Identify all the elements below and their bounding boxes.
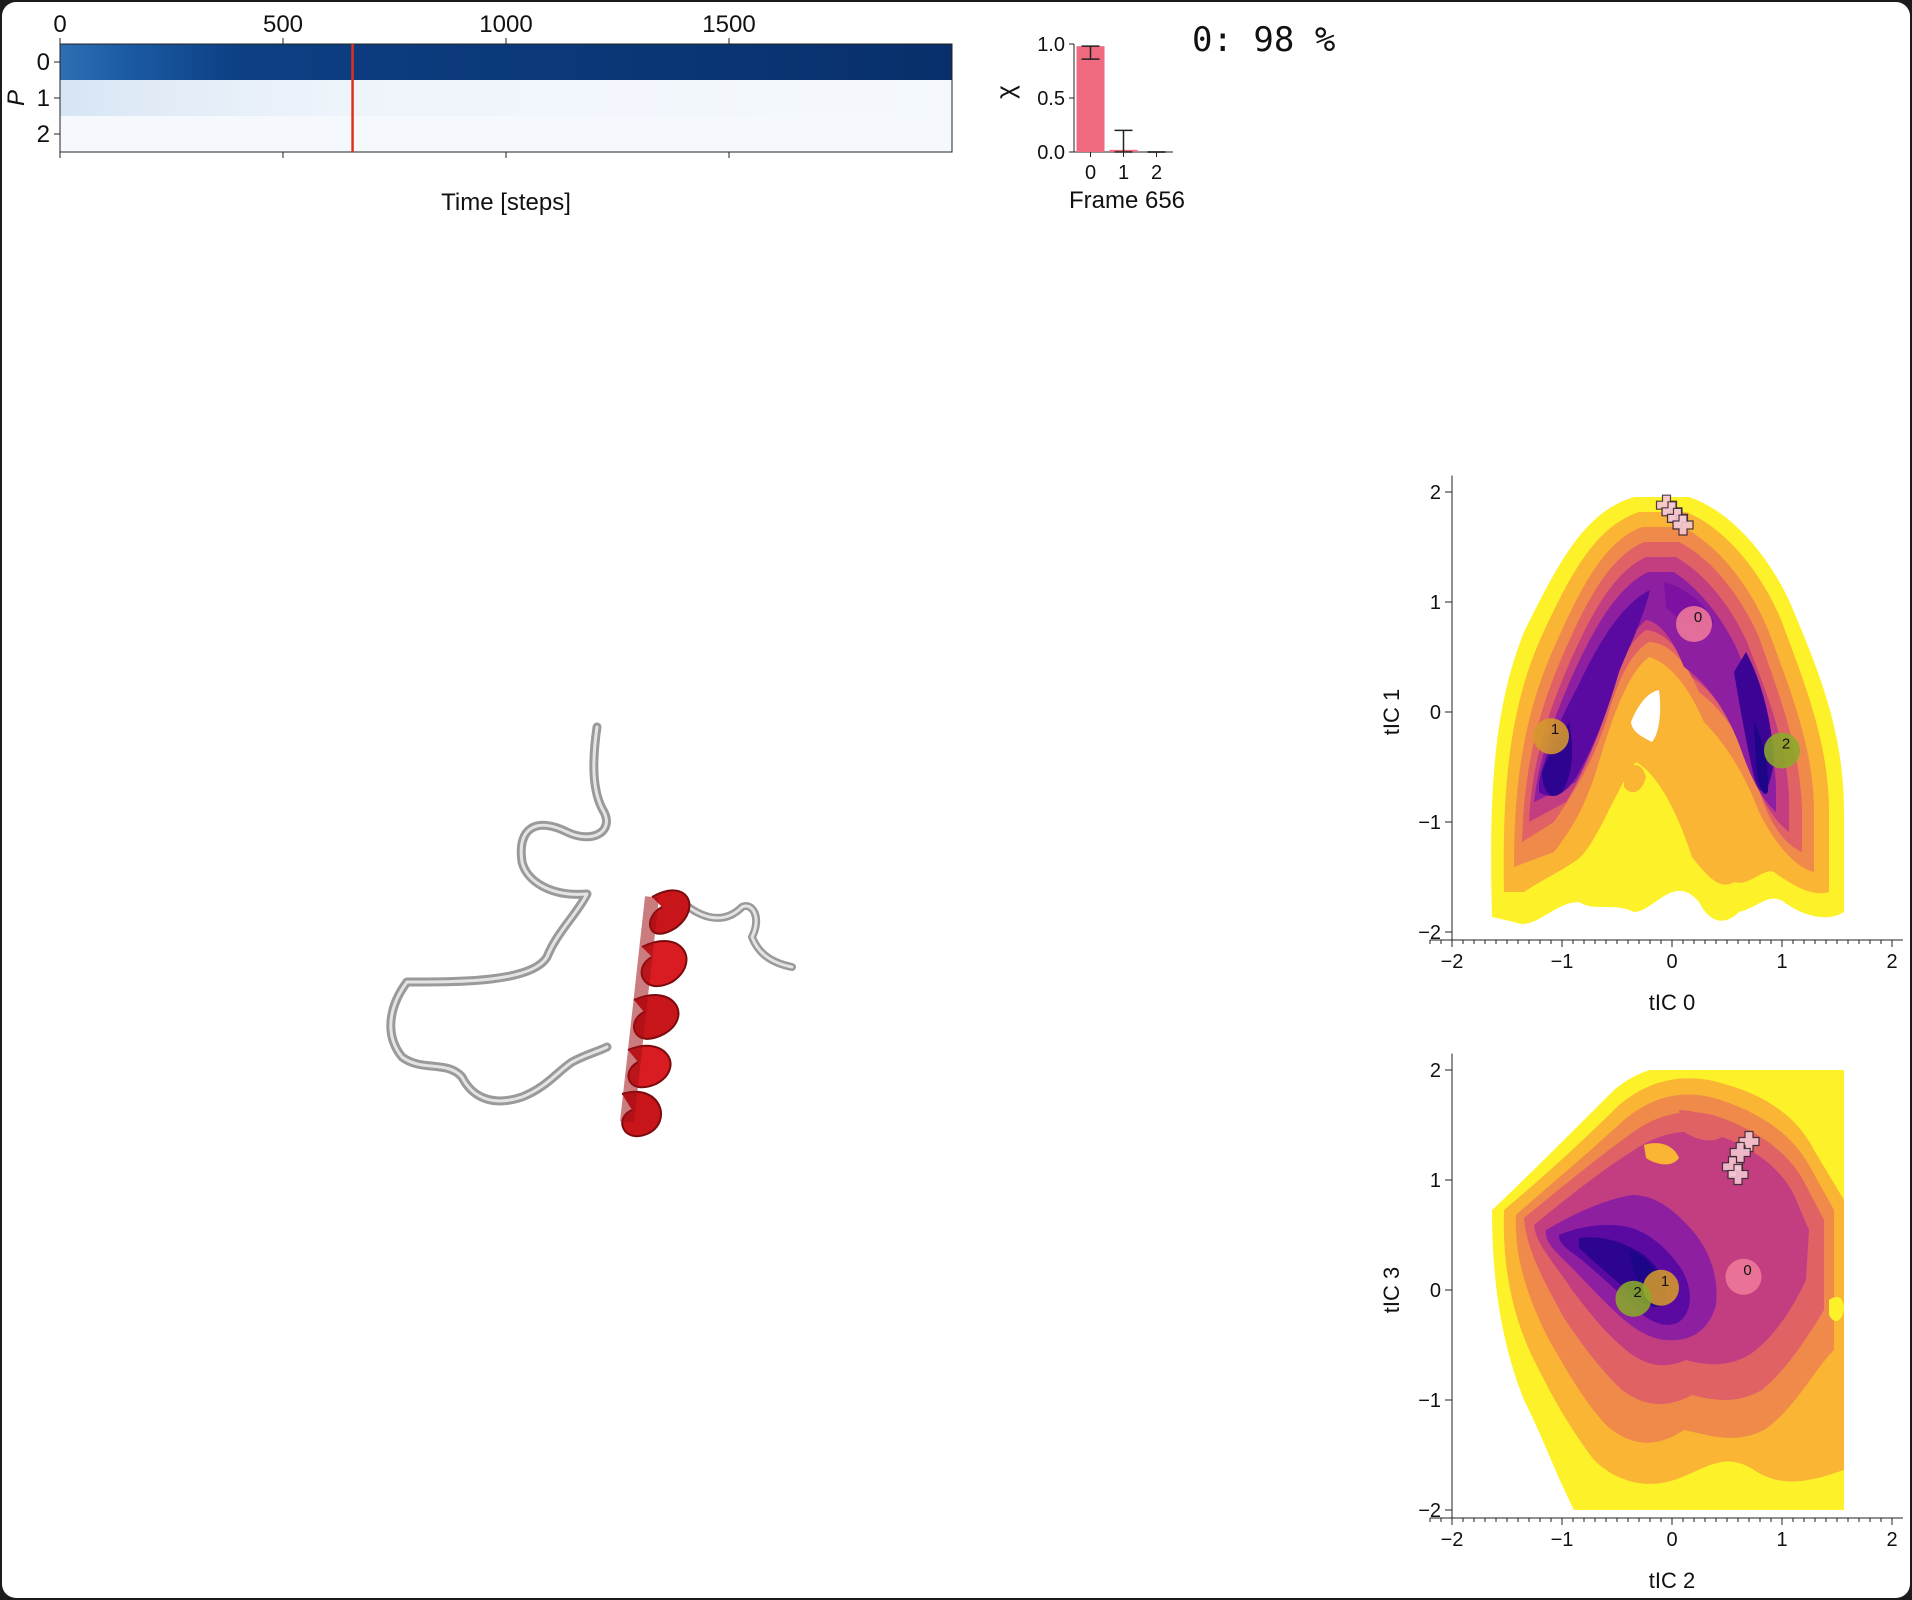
chi-bar-xtick-label: 1	[1118, 162, 1129, 184]
fes-xtick-label: 2	[1886, 1529, 1897, 1551]
chi-bar-chart: 0.0 0.5 1.0 0 1 2 χ Frame 656	[990, 34, 1185, 214]
fes-ytick-label: 0	[1430, 702, 1441, 724]
probability-timeline-chart: 0 500 1000 1500 0 1 2 Time [steps] P	[3, 11, 953, 216]
trajectory-marker	[1727, 1163, 1749, 1186]
heatmap-xlabel: Time [steps]	[441, 189, 571, 216]
fes-ytick-label: −2	[1418, 922, 1441, 944]
fes-xtick-label: −1	[1551, 951, 1574, 973]
chi-bar-xtick-label: 2	[1151, 162, 1162, 184]
protein-helix	[620, 889, 691, 1138]
fes-ytick-label: −1	[1418, 1390, 1441, 1412]
fes-xtick-label: 1	[1776, 1529, 1787, 1551]
fes-ytick-label: 2	[1430, 482, 1441, 504]
fes-xtick-label: 0	[1666, 951, 1677, 973]
heatmap-xtick-label: 1000	[479, 11, 532, 38]
state-center-marker	[1533, 718, 1569, 755]
state-center-marker	[1615, 1280, 1652, 1317]
state-center-label: 1	[1661, 1273, 1669, 1290]
protein-coil-highlight	[389, 725, 609, 1103]
state-center-marker	[1643, 1269, 1679, 1306]
protein-tail-highlight	[675, 895, 794, 969]
chi-bar-ytick-label: 0.5	[1037, 88, 1065, 110]
heatmap-xtick-label: 1500	[702, 11, 755, 38]
fes-tic0-tic1-xlabel: tIC 0	[1649, 990, 1695, 1015]
heatmap-row-0	[60, 44, 952, 80]
state-center-marker	[1676, 606, 1712, 642]
fes-tic0-tic1-ylabel: tIC 1	[1379, 689, 1404, 735]
fes-xtick-label: −2	[1441, 951, 1464, 973]
trajectory-marker	[1729, 1141, 1751, 1164]
chi-bar-ylabel: χ	[990, 85, 1020, 99]
trajectory-marker	[1672, 514, 1694, 536]
state-center-label: 0	[1743, 1262, 1751, 1279]
heatmap-row-1	[60, 80, 952, 116]
chi-bar-xtick-label: 0	[1085, 162, 1096, 184]
fes-ytick-label: 0	[1430, 1280, 1441, 1302]
fes-xtick-label: 0	[1666, 1529, 1677, 1551]
heatmap-ytick-label: 0	[37, 49, 50, 76]
heatmap-xtick-label: 500	[263, 11, 303, 38]
fes-ytick-label: −1	[1418, 812, 1441, 834]
fes-xtick-label: 1	[1776, 951, 1787, 973]
fes-xtick-label: −1	[1551, 1529, 1574, 1551]
state-center-label: 0	[1694, 609, 1702, 626]
heatmap-ylabel: P	[3, 90, 30, 106]
state-center-label: 1	[1551, 721, 1559, 738]
fes-ytick-label: −2	[1418, 1500, 1441, 1522]
state-center-marker	[1764, 732, 1800, 769]
chi-bar-ytick-label: 0.0	[1037, 142, 1065, 164]
state-center-marker	[1725, 1258, 1762, 1295]
fes-tic2-tic3-xlabel: tIC 2	[1649, 1568, 1695, 1593]
heatmap-xtick-label: 0	[53, 11, 66, 38]
fes-tic0-tic1-surface	[1491, 497, 1844, 925]
fes-ytick-label: 1	[1430, 1170, 1441, 1192]
chi-bar-ytick-label: 1.0	[1037, 34, 1065, 56]
fes-ytick-label: 2	[1430, 1060, 1441, 1082]
protein-structure-view	[386, 722, 796, 1138]
state-center-label: 2	[1782, 736, 1790, 753]
fes-tic2-tic3-chart: 0 1 2 −2−2 −1 −1 0 0 1 1 2 2 tIC 2 tIC 3	[1379, 1053, 1903, 1593]
protein-tail	[673, 893, 796, 971]
state-center-label: 2	[1633, 1284, 1641, 1301]
fes-ytick-label: 1	[1430, 592, 1441, 614]
chi-bar	[1076, 46, 1105, 152]
heatmap-ytick-label: 2	[37, 121, 50, 148]
fes-xtick-label: −2	[1441, 1529, 1464, 1551]
fes-tic2-tic3-ylabel: tIC 3	[1379, 1267, 1404, 1313]
heatmap-ytick-label: 1	[37, 85, 50, 112]
chi-bar-title: Frame 656	[1069, 187, 1185, 214]
state-percent-readout: 0: 98 %	[1192, 20, 1336, 60]
fes-xtick-label: 2	[1886, 951, 1897, 973]
heatmap-row-2	[60, 116, 952, 152]
trajectory-marker	[1738, 1130, 1760, 1153]
fes-tic0-tic1-chart: 0 1 2 −2−2 −1 −1 0 0 1 1 2 2 tIC 0 tIC 1	[1379, 475, 1903, 1015]
